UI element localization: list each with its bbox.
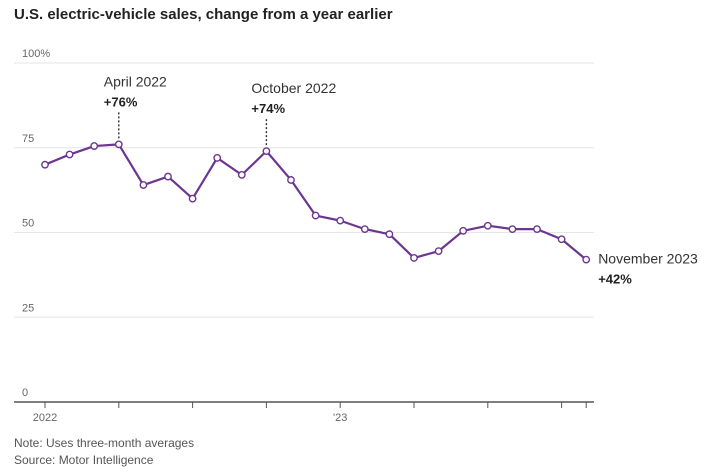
data-point [533,225,541,234]
annotation-label: November 2023 [598,251,698,267]
x-axis-ticks: 2022 '23 [33,412,348,424]
annotation-value: +42% [598,272,632,287]
y-tick-label: 50 [22,218,34,230]
data-point [410,254,418,262]
data-point [385,230,394,239]
data-point [139,181,148,189]
data-point [557,235,566,244]
gridlines [14,62,594,318]
chart-source: Source: Motor Intelligence [14,453,154,467]
data-point [360,225,369,234]
y-tick-label: 75 [22,133,34,145]
line-chart: 100% 75 50 25 0 2022 '23 April 2022 +76% Octobe… [14,48,698,424]
y-tick-label: 100% [22,48,50,60]
data-point [582,255,591,264]
data-point [508,225,517,234]
y-axis-ticks: 100% 75 50 25 0 [22,48,50,399]
annotation-label: October 2022 [251,80,336,96]
series-line [44,143,587,261]
data-point [483,221,492,230]
x-tick-label: 2022 [33,412,57,424]
data-point [114,140,123,149]
y-tick-label: 0 [22,387,28,399]
data-point [188,194,197,203]
annotation-value: +74% [251,101,285,116]
x-tick-label: '23 [333,412,347,424]
data-point [311,211,320,220]
data-point [90,142,99,150]
data-point [434,247,443,256]
series [41,140,591,264]
y-tick-label: 25 [22,302,34,314]
chart-title: U.S. electric-vehicle sales, change from… [14,6,393,23]
data-point [262,147,271,156]
annotation-label: April 2022 [104,73,167,89]
annotation-value: +76% [104,94,138,109]
data-point [65,150,74,159]
chart-note: Note: Uses three-month averages [14,436,195,450]
annotations: April 2022 +76% October 2022 +74% November 2… [104,73,698,286]
data-point [237,170,246,179]
data-point [459,226,468,235]
data-point [164,172,172,181]
data-point [41,160,49,169]
data-point [287,176,295,184]
x-axis [14,401,594,408]
data-point [213,154,222,162]
data-point [336,216,345,225]
